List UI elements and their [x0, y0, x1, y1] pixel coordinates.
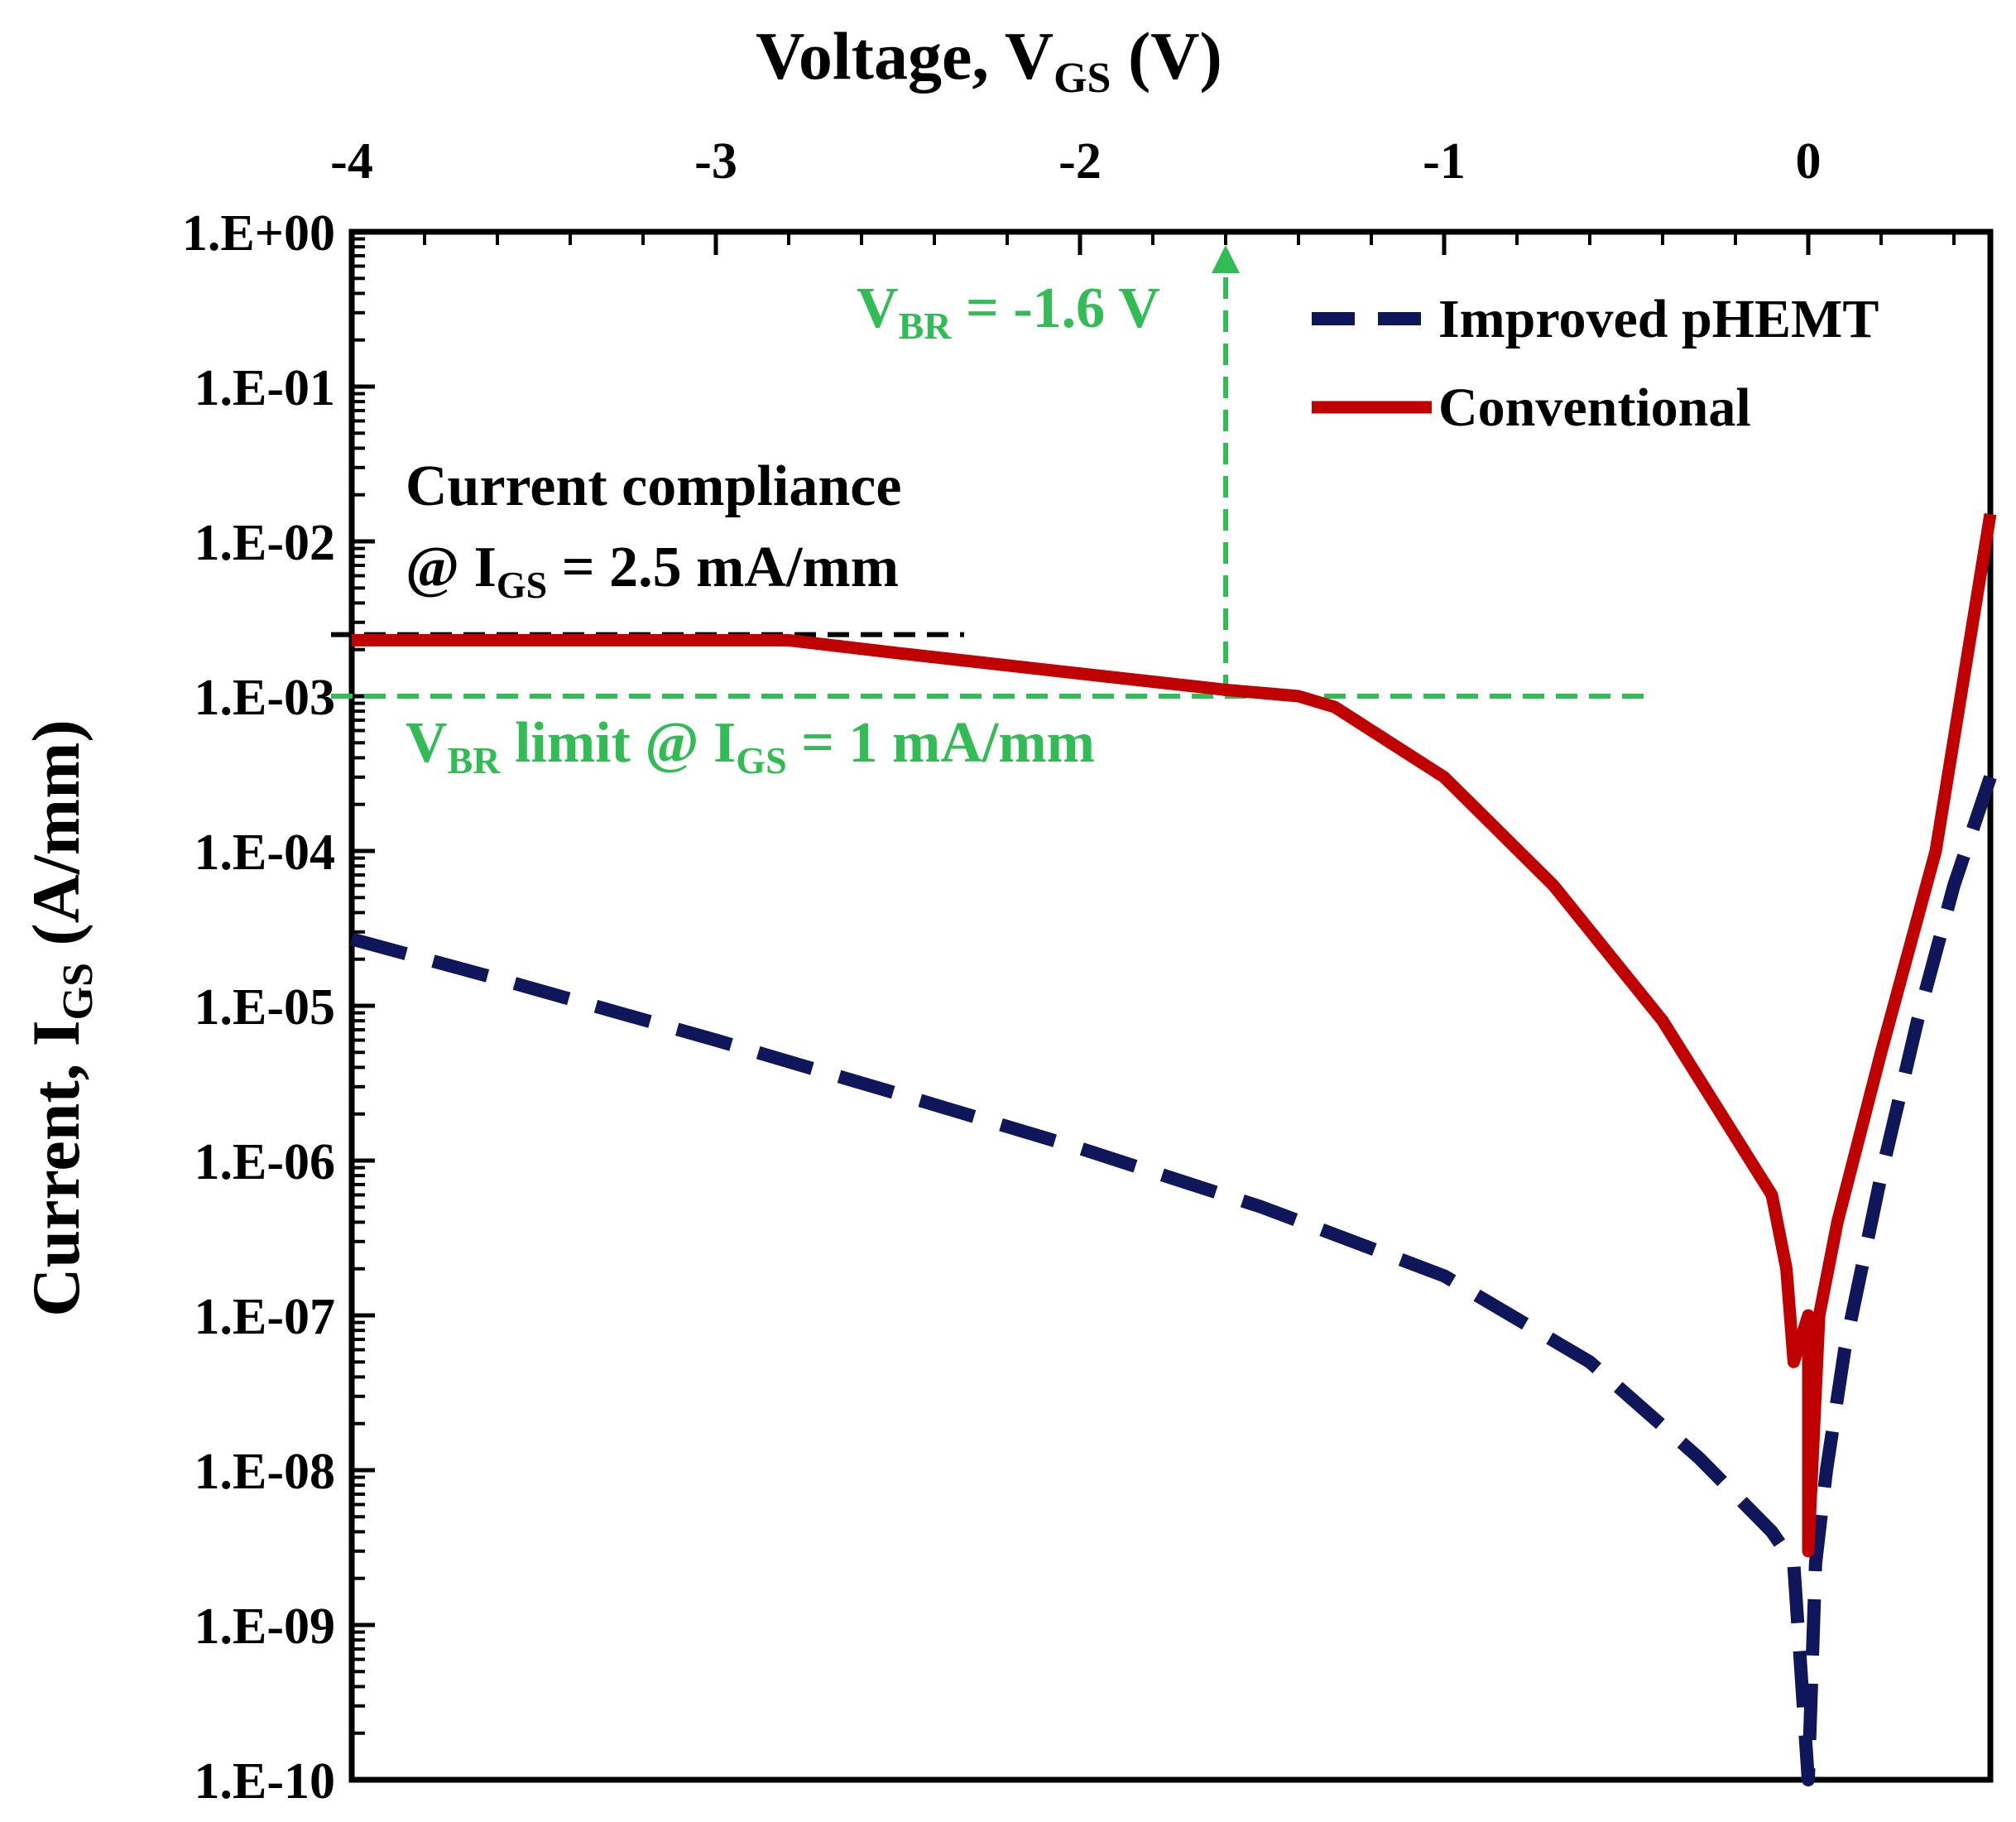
- series-line-1: [352, 512, 1997, 1558]
- y-tick-label: 1.E-08: [194, 1444, 336, 1500]
- legend-label-0: Improved pHEMT: [1438, 289, 1879, 349]
- x-axis-title: Voltage, VGS (V): [756, 18, 1222, 102]
- vbr-label: VBR = -1.6 V: [857, 276, 1160, 347]
- vbr-limit-label: VBR limit @ IGS = 1 mA/mm: [406, 711, 1095, 781]
- y-axis-title: Current, IGS (A/mm): [18, 719, 102, 1316]
- y-tick-label: 1.E-07: [194, 1289, 336, 1345]
- y-tick-label: 1.E-04: [194, 824, 336, 881]
- y-tick-label: 1.E-10: [194, 1753, 336, 1810]
- y-tick-label: 1.E-06: [194, 1134, 336, 1190]
- y-tick-label: 1.E-01: [194, 360, 336, 416]
- compliance-label-line1: Current compliance: [406, 454, 901, 518]
- x-tick-label: -4: [330, 133, 373, 190]
- y-tick-label: 1.E-02: [194, 515, 336, 571]
- x-tick-label: -1: [1423, 133, 1466, 190]
- y-tick-label: 1.E+00: [182, 205, 335, 262]
- x-tick-label: 0: [1796, 133, 1822, 190]
- vbr-arrowhead: [1212, 245, 1240, 273]
- x-tick-label: -3: [694, 133, 737, 190]
- y-tick-label: 1.E-05: [194, 979, 336, 1036]
- x-tick-label: -2: [1058, 133, 1102, 190]
- y-tick-label: 1.E-03: [194, 670, 336, 726]
- legend-label-1: Conventional: [1438, 377, 1751, 438]
- series-line-0: [349, 775, 1997, 1786]
- compliance-label-line2: @ IGS = 2.5 mA/mm: [406, 536, 899, 606]
- y-tick-label: 1.E-09: [194, 1598, 336, 1655]
